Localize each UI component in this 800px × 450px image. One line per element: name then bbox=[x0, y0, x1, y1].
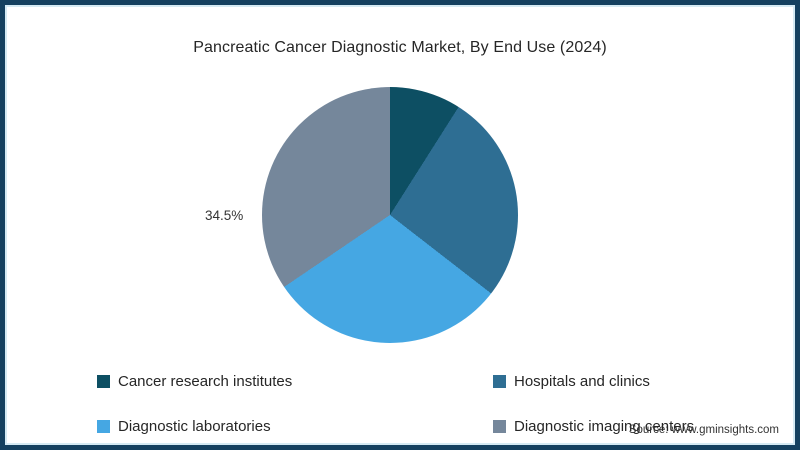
source-attribution: Source: www.gminsights.com bbox=[628, 424, 779, 436]
pie-slice-label-diagnostic-imaging-centers: 34.5% bbox=[205, 208, 244, 223]
chart-title: Pancreatic Cancer Diagnostic Market, By … bbox=[193, 39, 607, 56]
pie-chart bbox=[262, 87, 518, 343]
plot-area: 34.5% bbox=[5, 5, 795, 445]
